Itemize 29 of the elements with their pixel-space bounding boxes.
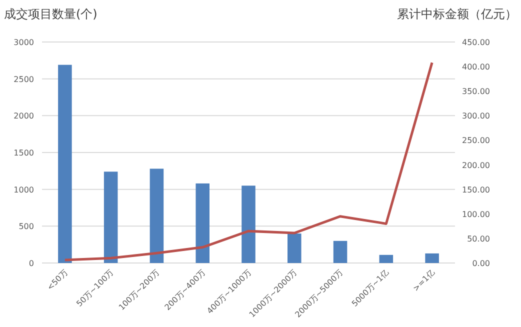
bar — [242, 186, 256, 263]
y2-tick-label: 250.00 — [462, 136, 490, 146]
y2-tick-label: 100.00 — [462, 210, 490, 219]
y-tick-label: 500 — [18, 222, 34, 232]
bar — [425, 253, 439, 263]
y2-tick-label: 200.00 — [462, 160, 490, 170]
bar — [58, 64, 72, 263]
y2-tick-label: 50.00 — [467, 234, 490, 244]
y-tick-label: 0 — [28, 259, 34, 268]
y2-tick-label: 150.00 — [462, 185, 490, 194]
y-axis-title: 成交项目数量(个) — [4, 7, 98, 21]
bar — [150, 168, 164, 263]
y-tick-label: 2000 — [14, 112, 34, 121]
y2-tick-label: 0.00 — [472, 259, 490, 268]
bar — [104, 172, 118, 263]
y2-tick-label: 450.00 — [462, 38, 490, 47]
y2-tick-label: 350.00 — [462, 87, 490, 96]
y-tick-label: 1000 — [14, 185, 34, 194]
bar — [379, 254, 394, 263]
y-tick-label: 2500 — [14, 74, 34, 84]
y-tick-label: 1500 — [14, 148, 34, 158]
y2-tick-label: 400.00 — [462, 62, 490, 72]
line-series — [64, 61, 434, 262]
bar — [196, 183, 210, 263]
bar — [333, 240, 348, 263]
y2-axis-title: 累计中标金额（亿元） — [397, 7, 517, 21]
y-tick-label: 3000 — [14, 38, 34, 47]
bar — [288, 234, 302, 263]
y2-tick-label: 300.00 — [462, 112, 490, 121]
